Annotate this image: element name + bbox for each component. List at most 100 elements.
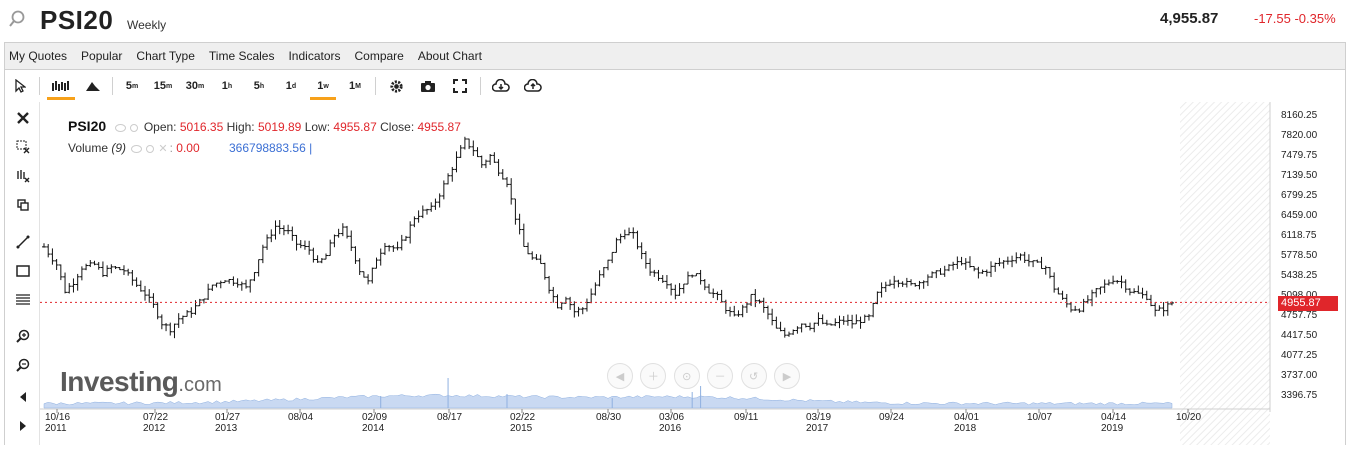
volume-area xyxy=(43,393,1173,409)
x-tick-year: 2014 xyxy=(362,423,385,434)
cursor-icon[interactable] xyxy=(5,71,35,101)
low-value: 4955.87 xyxy=(333,120,377,134)
y-tick-label: 3396.75 xyxy=(1281,390,1318,401)
y-tick-label: 3737.00 xyxy=(1281,370,1318,381)
menu-my-quotes[interactable]: My Quotes xyxy=(9,49,68,63)
toolbar-divider xyxy=(39,77,40,95)
x-tick-label: 03/19 xyxy=(806,412,831,423)
remove-icon[interactable]: ✕ xyxy=(158,143,168,155)
x-tick-label: 10/16 xyxy=(45,412,70,423)
y-tick-label: 7479.75 xyxy=(1281,150,1318,161)
x-tick-label: 09/24 xyxy=(879,412,904,423)
close-value: 4955.87 xyxy=(417,120,461,134)
menu-compare[interactable]: Compare xyxy=(354,49,404,63)
cloud-upload-icon[interactable] xyxy=(517,71,549,101)
cloud-download-icon[interactable] xyxy=(485,71,517,101)
eye-icon[interactable] xyxy=(131,144,143,153)
y-tick-label: 5778.50 xyxy=(1281,250,1318,261)
x-tick-year: 2012 xyxy=(143,423,166,434)
trend-line-icon[interactable] xyxy=(5,230,41,254)
nav-left-button[interactable]: ◀ xyxy=(607,363,633,389)
x-tick-year: 2018 xyxy=(954,423,977,434)
gear-icon[interactable] xyxy=(380,71,412,101)
x-tick-label: 10/20 xyxy=(1176,412,1201,423)
nav-zoom-out-button[interactable]: － xyxy=(707,363,734,389)
x-tick-label: 04/01 xyxy=(954,412,979,423)
menu-indicators[interactable]: Indicators xyxy=(288,49,341,63)
x-tick-label: 03/06 xyxy=(659,412,684,423)
camera-icon[interactable] xyxy=(412,71,444,101)
toolbar-divider xyxy=(375,77,376,95)
ohlc-legend: PSI20 Open: 5016.35 High: 5019.89 Low: 4… xyxy=(68,118,461,134)
x-tick-year: 2016 xyxy=(659,423,682,434)
y-tick-label: 4077.25 xyxy=(1281,350,1318,361)
x-tick-label: 02/09 xyxy=(362,412,387,423)
price-change: -17.55 -0.35% xyxy=(1254,11,1336,26)
x-tick-label: 08/17 xyxy=(437,412,462,423)
timeframe-15m[interactable]: 15 m xyxy=(153,80,173,92)
x-tick-label: 07/22 xyxy=(143,412,168,423)
eye-icon[interactable] xyxy=(115,123,127,132)
x-tick-label: 02/22 xyxy=(510,412,535,423)
y-tick-label: 6118.75 xyxy=(1281,230,1317,241)
last-price: 4,955.87 xyxy=(1160,10,1219,27)
nav-reset-button[interactable]: ↺ xyxy=(740,363,767,389)
settings-small-icon[interactable] xyxy=(146,144,155,153)
indicator-settings-icon[interactable] xyxy=(5,164,41,188)
y-tick-label: 8160.25 xyxy=(1281,110,1318,121)
volume-ma-value: 0.00 xyxy=(176,141,200,155)
volume-value: 366798883.56 | xyxy=(229,141,313,155)
close-icon[interactable] xyxy=(5,106,41,130)
rectangle-icon[interactable] xyxy=(5,259,41,283)
legend-symbol: PSI20 xyxy=(68,118,107,134)
x-tick-year: 2013 xyxy=(215,423,238,434)
open-value: 5016.35 xyxy=(179,120,224,134)
chart-area[interactable]: 8160.25 7820.00 7479.75 7139.50 6799.25 6459.… xyxy=(40,102,1346,445)
fibonacci-icon[interactable] xyxy=(5,288,41,312)
toolbar-divider xyxy=(112,77,113,95)
nav-zoom-reset-button[interactable]: ⊙ xyxy=(673,363,700,389)
drawing-toolbar xyxy=(4,102,40,445)
ohlc-chart-icon[interactable] xyxy=(44,71,78,101)
y-tick-label: 6799.25 xyxy=(1281,190,1318,201)
period-label: Weekly xyxy=(127,18,167,32)
price-chart[interactable]: 8160.25 7820.00 7479.75 7139.50 6799.25 6459.… xyxy=(40,102,1345,445)
search-icon[interactable] xyxy=(8,10,26,28)
area-chart-icon[interactable] xyxy=(78,71,108,101)
select-delete-icon[interactable] xyxy=(5,135,41,159)
x-tick-year: 2011 xyxy=(45,423,67,434)
future-area xyxy=(1180,102,1270,445)
x-tick-label: 04/14 xyxy=(1101,412,1126,423)
menu-chart-type[interactable]: Chart Type xyxy=(136,49,195,63)
menu-popular[interactable]: Popular xyxy=(81,49,123,63)
scroll-left-icon[interactable] xyxy=(5,385,41,409)
menu-about-chart[interactable]: About Chart xyxy=(417,49,482,63)
nav-zoom-in-button[interactable]: ＋ xyxy=(640,363,667,389)
menu-time-scales[interactable]: Time Scales xyxy=(208,49,275,63)
scroll-right-icon[interactable] xyxy=(5,414,41,438)
zoom-out-icon[interactable] xyxy=(5,353,41,377)
menu-bar: My Quotes Popular Chart Type Time Scales… xyxy=(4,42,1346,70)
copy-icon[interactable] xyxy=(5,193,41,217)
settings-small-icon[interactable] xyxy=(130,123,139,132)
x-tick-year: 2015 xyxy=(510,423,533,434)
x-tick-label: 09/11 xyxy=(734,412,759,423)
timeframe-30m[interactable]: 30 m xyxy=(185,80,205,92)
high-value: 5019.89 xyxy=(257,120,302,134)
y-tick-label: 4417.50 xyxy=(1281,330,1318,341)
x-tick-label: 08/30 xyxy=(596,412,621,423)
nav-right-button[interactable]: ▶ xyxy=(773,363,800,389)
chart-nav-controls: ◀ ＋ ⊙ － ↺ ▶ xyxy=(607,362,800,390)
x-tick-label: 08/04 xyxy=(288,412,313,423)
zoom-in-icon[interactable] xyxy=(5,324,41,348)
x-tick-year: 2019 xyxy=(1101,423,1124,434)
y-tick-label: 5438.25 xyxy=(1281,270,1318,281)
fullscreen-icon[interactable] xyxy=(444,71,476,101)
